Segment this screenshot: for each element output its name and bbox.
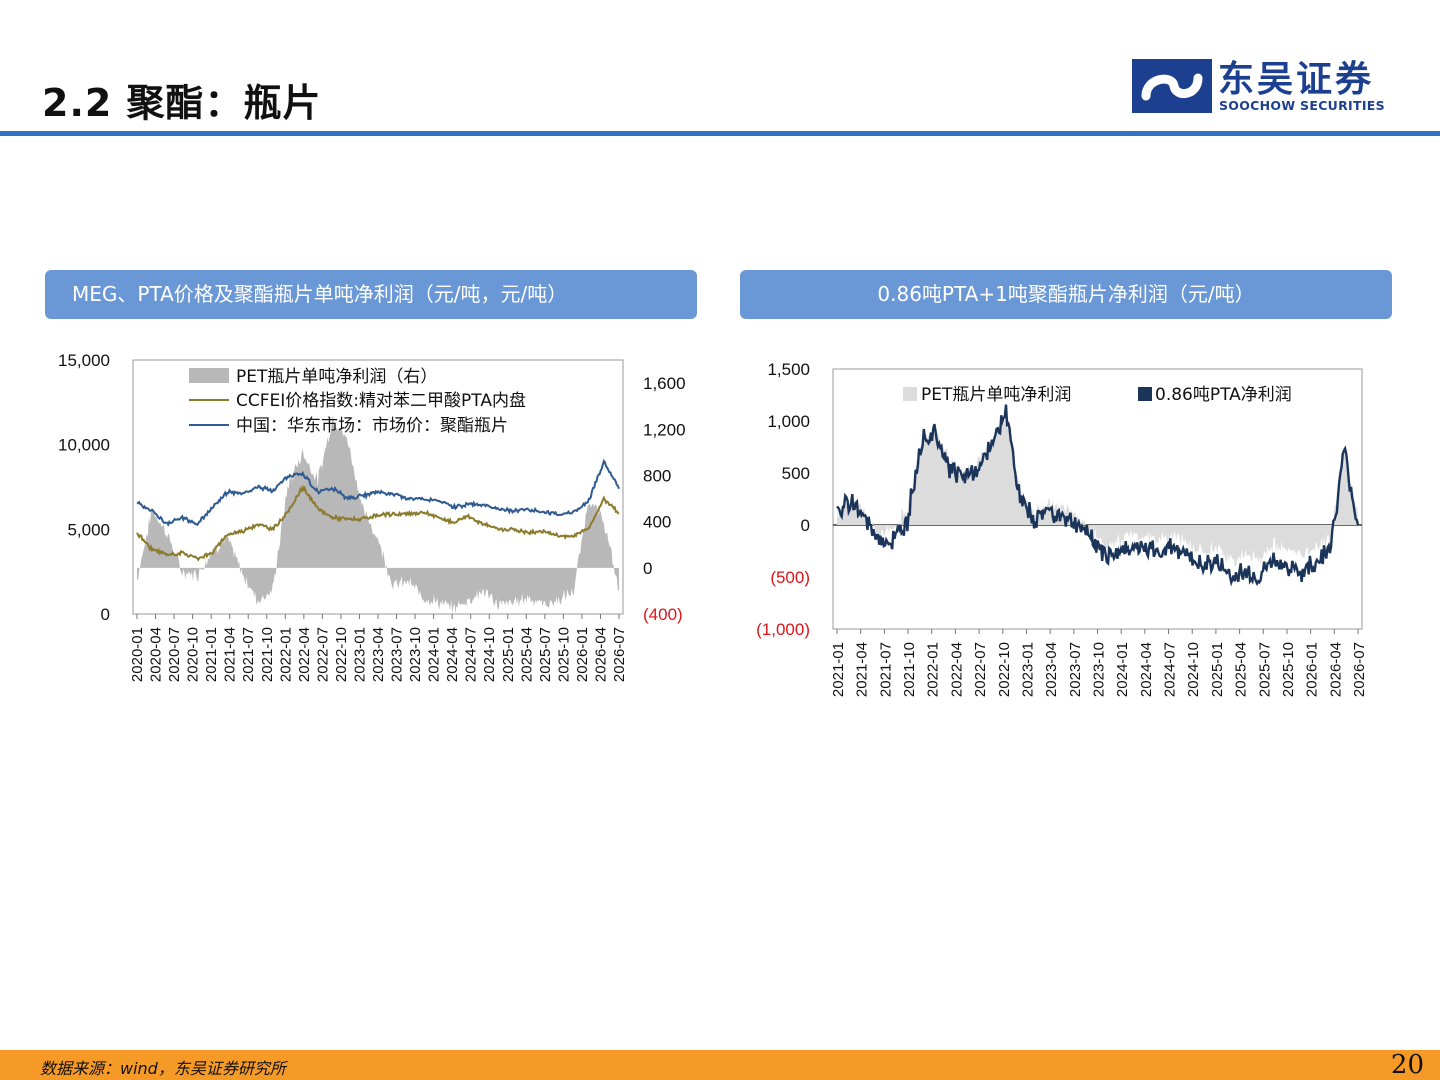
right-chart-xtick-label: 2024-04 [1138,642,1155,697]
left-chart-xtick-label: 2023-04 [370,627,387,682]
left-chart-xtick-label: 2024-10 [481,627,498,682]
left-chart-ytick-left: 15,000 [58,351,110,370]
left-chart-ytick-left: 10,000 [58,436,110,455]
right-chart-xtick-label: 2025-10 [1280,642,1297,697]
right-chart-xtick-label: 2026-07 [1351,642,1368,697]
right-chart-xtick-label: 2021-10 [901,642,918,697]
right-chart-xtick-label: 2025-04 [1233,642,1250,697]
right-chart-ytick: (1,000) [756,620,810,639]
left-chart-xtick-label: 2022-01 [277,627,294,682]
right-chart-ytick: (500) [770,568,810,587]
right-chart-xtick-label: 2022-07 [972,642,989,697]
left-chart-xtick-label: 2023-10 [407,627,424,682]
right-chart-ytick: 1,000 [767,412,810,431]
right-chart-xtick-label: 2022-04 [948,642,965,697]
right-legend-swatch-pta [1138,387,1152,401]
company-logo: 东吴证券 SOOCHOW SECURITIES [1132,56,1412,116]
left-legend-label-profit: PET瓶片单吨净利润（右） [236,367,437,387]
left-chart-xtick-label: 2026-07 [611,627,628,682]
left-chart-ytick-right: 400 [643,513,671,532]
right-chart-xtick-label: 2023-07 [1067,642,1084,697]
right-chart-xtick-label: 2023-01 [1019,642,1036,697]
footer-bar: 数据来源：wind，东吴证券研究所 20 [0,1050,1440,1080]
right-chart-xtick-label: 2021-07 [877,642,894,697]
right-chart-xtick-label: 2024-07 [1162,642,1179,697]
left-chart-xtick-label: 2026-01 [574,627,591,682]
left-chart-xtick-label: 2022-07 [314,627,331,682]
left-chart-xtick-label: 2026-04 [592,627,609,682]
right-chart-xtick-label: 2025-07 [1256,642,1273,697]
left-chart: 15,000 10,000 5,000 0 1,600 1,200 800 400 0 (400)… [58,351,686,682]
right-chart-xtick-label: 2022-01 [925,642,942,697]
left-chart-xtick-label: 2021-04 [222,627,239,682]
left-chart-ytick-left: 0 [101,605,110,624]
left-chart-ytick-right: 800 [643,466,671,485]
left-chart-ytick-left: 5,000 [67,520,110,539]
right-chart-ytick: 1,500 [767,360,810,379]
left-chart-xtick-label: 2024-04 [444,627,461,682]
left-chart-xtick-label: 2025-07 [537,627,554,682]
right-chart-xtick-label: 2021-01 [830,642,847,697]
left-chart-ytick-right: (400) [643,605,683,624]
left-chart-xtick-label: 2022-04 [296,627,313,682]
left-legend-label-pta: CCFEI价格指数:精对苯二甲酸PTA内盘 [236,391,526,411]
right-chart-xtick-label: 2026-01 [1304,642,1321,697]
left-chart-xtick-label: 2020-04 [148,627,165,682]
left-chart-xtick-label: 2021-07 [240,627,257,682]
left-panel-title: MEG、PTA价格及聚酯瓶片单吨净利润（元/吨，元/吨） [45,270,697,319]
left-chart-series-pet-profit-area [137,414,619,614]
logo-chinese-name: 东吴证券 [1218,59,1375,100]
header-rule [0,131,1440,136]
left-chart-xtick-label: 2020-01 [129,627,146,682]
left-legend-label-pet: 中国：华东市场：市场价：聚酯瓶片 [236,416,508,436]
left-chart-xtick-label: 2024-01 [426,627,443,682]
left-chart-ytick-right: 1,200 [643,420,686,439]
left-chart-xtick-label: 2021-01 [203,627,220,682]
logo-english-name: SOOCHOW SECURITIES [1219,98,1385,113]
left-chart-xtick-label: 2023-01 [351,627,368,682]
right-chart-xtick-label: 2024-01 [1114,642,1131,697]
footer-source: 数据来源：wind，东吴证券研究所 [40,1059,286,1078]
right-chart-xtick-label: 2026-04 [1327,642,1344,697]
page-title: 2.2 聚酯：瓶片 [42,81,322,125]
logo-mark-icon [1132,59,1212,113]
right-chart-ytick: 500 [782,464,810,483]
left-chart-xtick-label: 2022-10 [333,627,350,682]
right-legend-label-pta: 0.86吨PTA净利润 [1155,385,1292,405]
right-chart-ytick: 0 [801,516,810,535]
right-panel-title: 0.86吨PTA+1吨聚酯瓶片净利润（元/吨） [740,270,1392,319]
left-chart-ytick-right: 1,600 [643,374,686,393]
left-chart-xtick-label: 2025-10 [555,627,572,682]
right-legend-swatch-profit [903,387,917,401]
right-chart-xtick-label: 2022-10 [996,642,1013,697]
left-chart-series-pta-line [136,484,620,562]
left-chart-xtick-label: 2020-07 [166,627,183,682]
left-chart-ytick-right: 0 [643,559,652,578]
right-chart: 1,500 1,000 500 0 (500) (1,000) 2021-01 2021-04… [756,360,1368,697]
left-legend-swatch-profit [189,368,229,383]
left-chart-series-pet-price-line [136,458,620,527]
right-chart-xtick-label: 2023-04 [1043,642,1060,697]
left-chart-xtick-label: 2023-07 [389,627,406,682]
left-chart-xtick-label: 2021-10 [259,627,276,682]
right-chart-xtick-label: 2024-10 [1185,642,1202,697]
left-chart-xtick-label: 2025-04 [518,627,535,682]
right-chart-xtick-label: 2021-04 [854,642,871,697]
right-chart-xtick-label: 2025-01 [1209,642,1226,697]
page-number: 20 [1390,1050,1424,1080]
right-chart-xtick-label: 2023-10 [1091,642,1108,697]
right-chart-series-pta-line [836,404,1360,587]
right-legend-label-profit: PET瓶片单吨净利润 [921,385,1071,405]
left-chart-xtick-label: 2025-01 [500,627,517,682]
left-chart-xtick-label: 2020-10 [185,627,202,682]
right-chart-series-pet-profit-area [837,412,1358,567]
left-chart-xtick-label: 2024-07 [463,627,480,682]
